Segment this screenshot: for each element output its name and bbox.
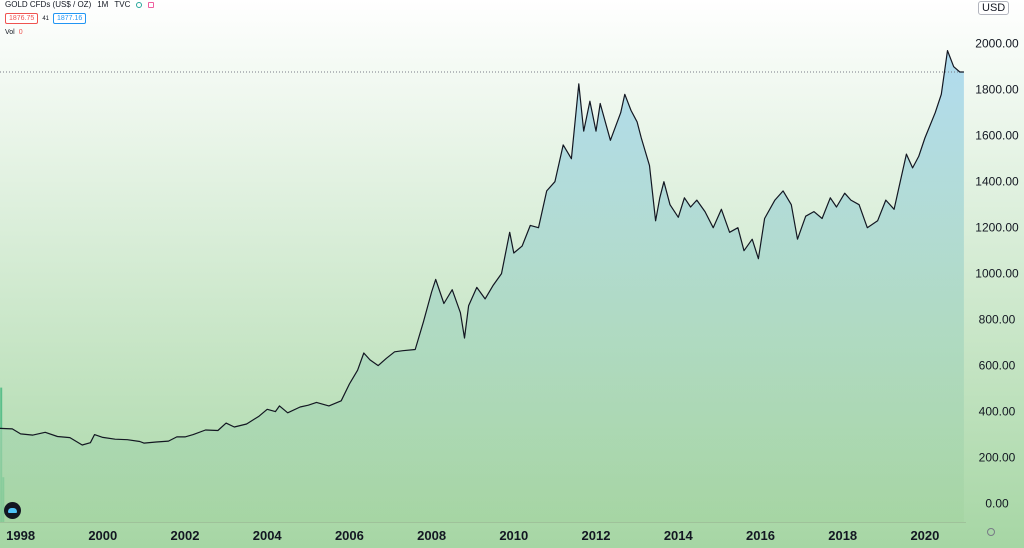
price-tick-label: 600.00 [979,359,1016,373]
volume-legend: Vol 0 [5,29,23,36]
time-tick-label: 2020 [910,528,939,543]
currency-label[interactable]: USD [978,1,1010,15]
interval-label[interactable]: 1M [97,0,109,9]
time-tick-label: 1998 [6,528,35,543]
volume-label: Vol [5,29,15,36]
time-tick-label: 2004 [253,528,283,543]
price-tick-label: 200.00 [979,451,1016,465]
time-tick-label: 2002 [171,528,200,543]
price-tick-label: 1800.00 [975,83,1019,97]
symbol-title: GOLD CFDs (US$ / OZ) [5,0,92,9]
price-axis[interactable]: 0.00 200.00 400.00 600.00 800.00 1000.00 1200.… [975,37,1019,511]
ask-price[interactable]: 1877.16 [53,13,87,24]
settings-gear-icon[interactable] [987,528,995,536]
tradingview-logo-icon[interactable] [4,502,21,519]
symbol-header[interactable]: GOLD CFDs (US$ / OZ) 1M TVC [5,0,155,9]
time-tick-label: 2014 [664,528,694,543]
data-type-icon [148,1,155,8]
time-tick-label: 2008 [417,528,446,543]
time-tick-label: 2010 [499,528,528,543]
time-tick-label: 2012 [582,528,611,543]
time-tick-label: 2000 [88,528,117,543]
bid-ask-panel: 1876.75 41 1877.16 [5,13,87,24]
price-tick-label: 1600.00 [975,129,1019,143]
spread-value: 41 [42,15,49,22]
market-status-icon [136,1,143,8]
price-tick-label: 400.00 [979,405,1016,419]
price-tick-label: 1200.00 [975,221,1019,235]
price-series-line[interactable] [0,50,964,446]
time-tick-label: 2006 [335,528,364,543]
volume-value: 0 [18,29,23,36]
price-tick-label: 2000.00 [975,37,1019,51]
price-tick-label: 1400.00 [975,175,1019,189]
price-tick-label: 0.00 [985,497,1009,511]
time-axis[interactable]: 1998 2000 2002 2004 2006 2008 2010 2012 2014 2016… [6,528,939,543]
bid-price[interactable]: 1876.75 [5,13,39,24]
price-tick-label: 1000.00 [975,267,1019,281]
price-area-fill [0,50,964,522]
source-label: TVC [114,0,131,9]
price-tick-label: 800.00 [979,313,1016,327]
time-tick-label: 2018 [828,528,857,543]
time-tick-label: 2016 [746,528,775,543]
